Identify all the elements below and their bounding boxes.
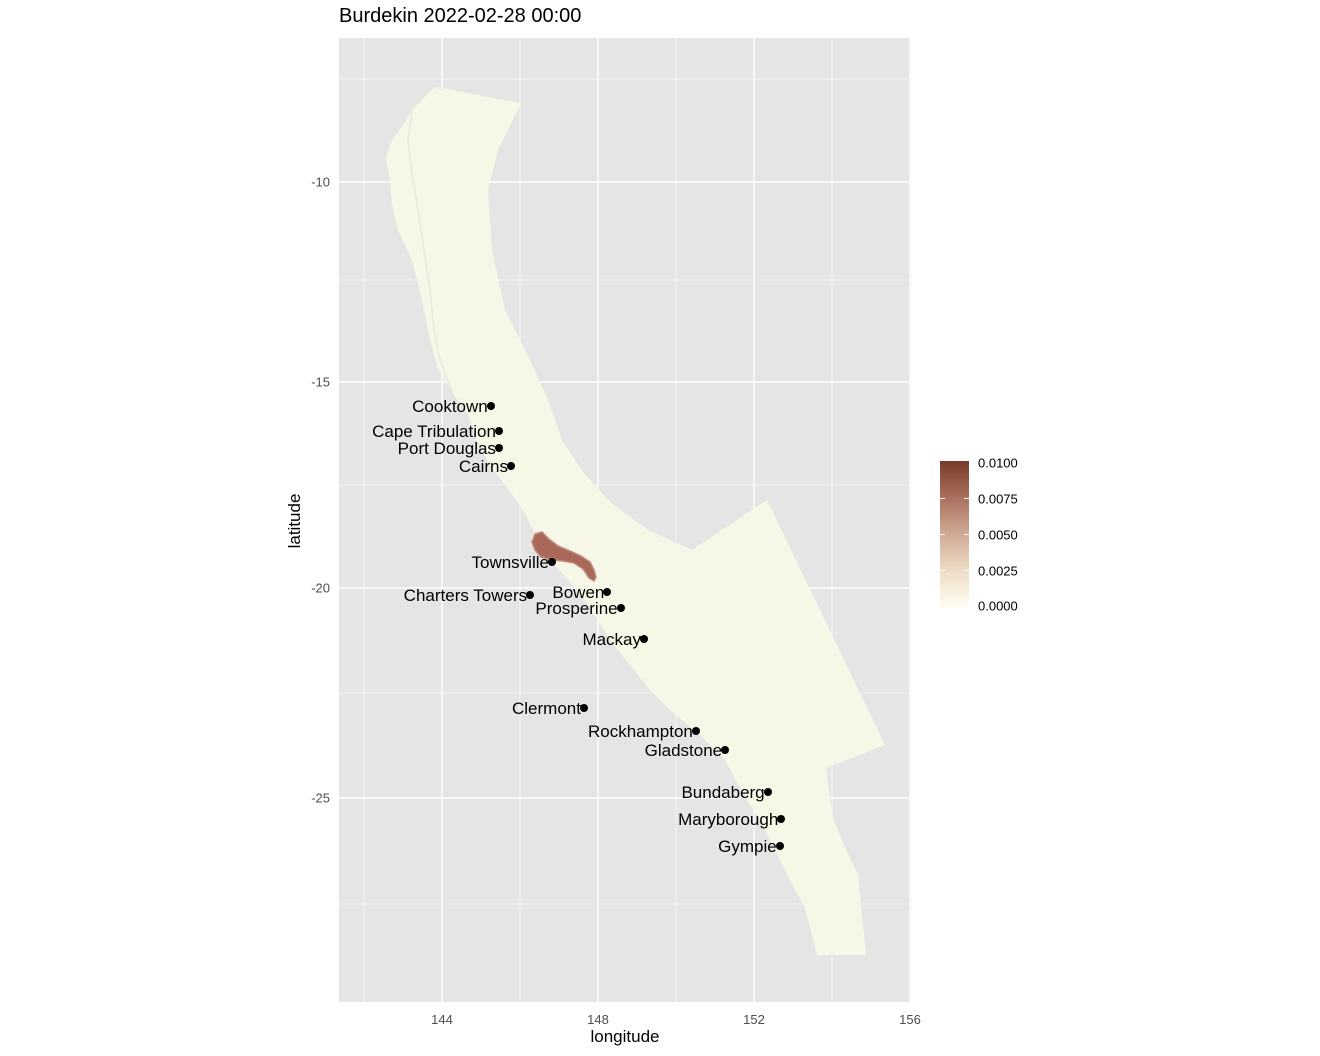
city-label: Cape Tribulation bbox=[372, 422, 496, 442]
city-marker bbox=[579, 703, 588, 712]
legend-label: 0.0075 bbox=[978, 491, 1018, 507]
city-label: Rockhampton bbox=[587, 721, 693, 741]
city-label: Bundaberg bbox=[681, 782, 765, 802]
x-axis-title: longitude bbox=[590, 1027, 660, 1046]
legend-tick-mark bbox=[940, 534, 945, 535]
city-marker bbox=[494, 427, 503, 436]
legend-label: 0.0025 bbox=[978, 563, 1018, 579]
legend-label: 0.0000 bbox=[978, 598, 1018, 614]
city-marker bbox=[640, 634, 649, 643]
model-domain-sea bbox=[386, 87, 885, 955]
city-label: Maryborough bbox=[678, 810, 779, 830]
river-plume bbox=[531, 531, 597, 583]
city-marker bbox=[721, 745, 730, 754]
city-label: Bowen bbox=[552, 583, 605, 603]
city-label: Clermont bbox=[511, 698, 581, 718]
city-marker bbox=[691, 726, 700, 735]
city-label: Mackay bbox=[582, 629, 642, 649]
y-axis-title: latitude bbox=[285, 493, 304, 549]
legend-tick-mark bbox=[964, 570, 969, 571]
legend-tick-mark bbox=[964, 534, 969, 535]
x-tick-label: 144 bbox=[431, 1012, 453, 1027]
plot-title: Burdekin 2022-02-28 00:00 bbox=[339, 5, 582, 27]
city-marker bbox=[494, 443, 503, 452]
city-label: Cairns bbox=[458, 456, 509, 476]
y-tick-label: -15 bbox=[311, 374, 330, 390]
y-tick-label: -25 bbox=[311, 790, 330, 806]
city-marker bbox=[507, 461, 516, 470]
cape-york-coastline bbox=[407, 109, 453, 393]
legend-label: 0.0100 bbox=[978, 455, 1018, 471]
city-marker bbox=[763, 787, 772, 796]
legend-tick-mark bbox=[940, 570, 945, 571]
city-label: Port Douglas bbox=[397, 438, 496, 458]
city-marker bbox=[547, 557, 556, 566]
legend-label: 0.0050 bbox=[978, 527, 1018, 543]
city-marker bbox=[616, 604, 625, 613]
city-marker bbox=[526, 590, 535, 599]
city-marker bbox=[777, 815, 786, 824]
city-marker bbox=[603, 588, 612, 597]
legend-tick-mark bbox=[940, 498, 945, 499]
city-label: Gympie bbox=[718, 836, 777, 856]
city-label: Charters Towers bbox=[403, 585, 528, 605]
city-label: Gladstone bbox=[644, 740, 723, 760]
y-tick-label: -20 bbox=[311, 580, 330, 596]
y-tick-label: -10 bbox=[311, 174, 330, 190]
x-tick-label: 152 bbox=[743, 1012, 765, 1027]
city-label: Townsville bbox=[471, 552, 549, 572]
x-tick-label: 148 bbox=[587, 1012, 609, 1027]
city-marker bbox=[775, 841, 784, 850]
city-marker bbox=[486, 402, 495, 411]
legend-tick-mark bbox=[964, 498, 969, 499]
city-label: Prosperine bbox=[535, 599, 618, 619]
city-label: Cooktown bbox=[412, 397, 488, 417]
x-tick-label: 156 bbox=[899, 1012, 921, 1027]
